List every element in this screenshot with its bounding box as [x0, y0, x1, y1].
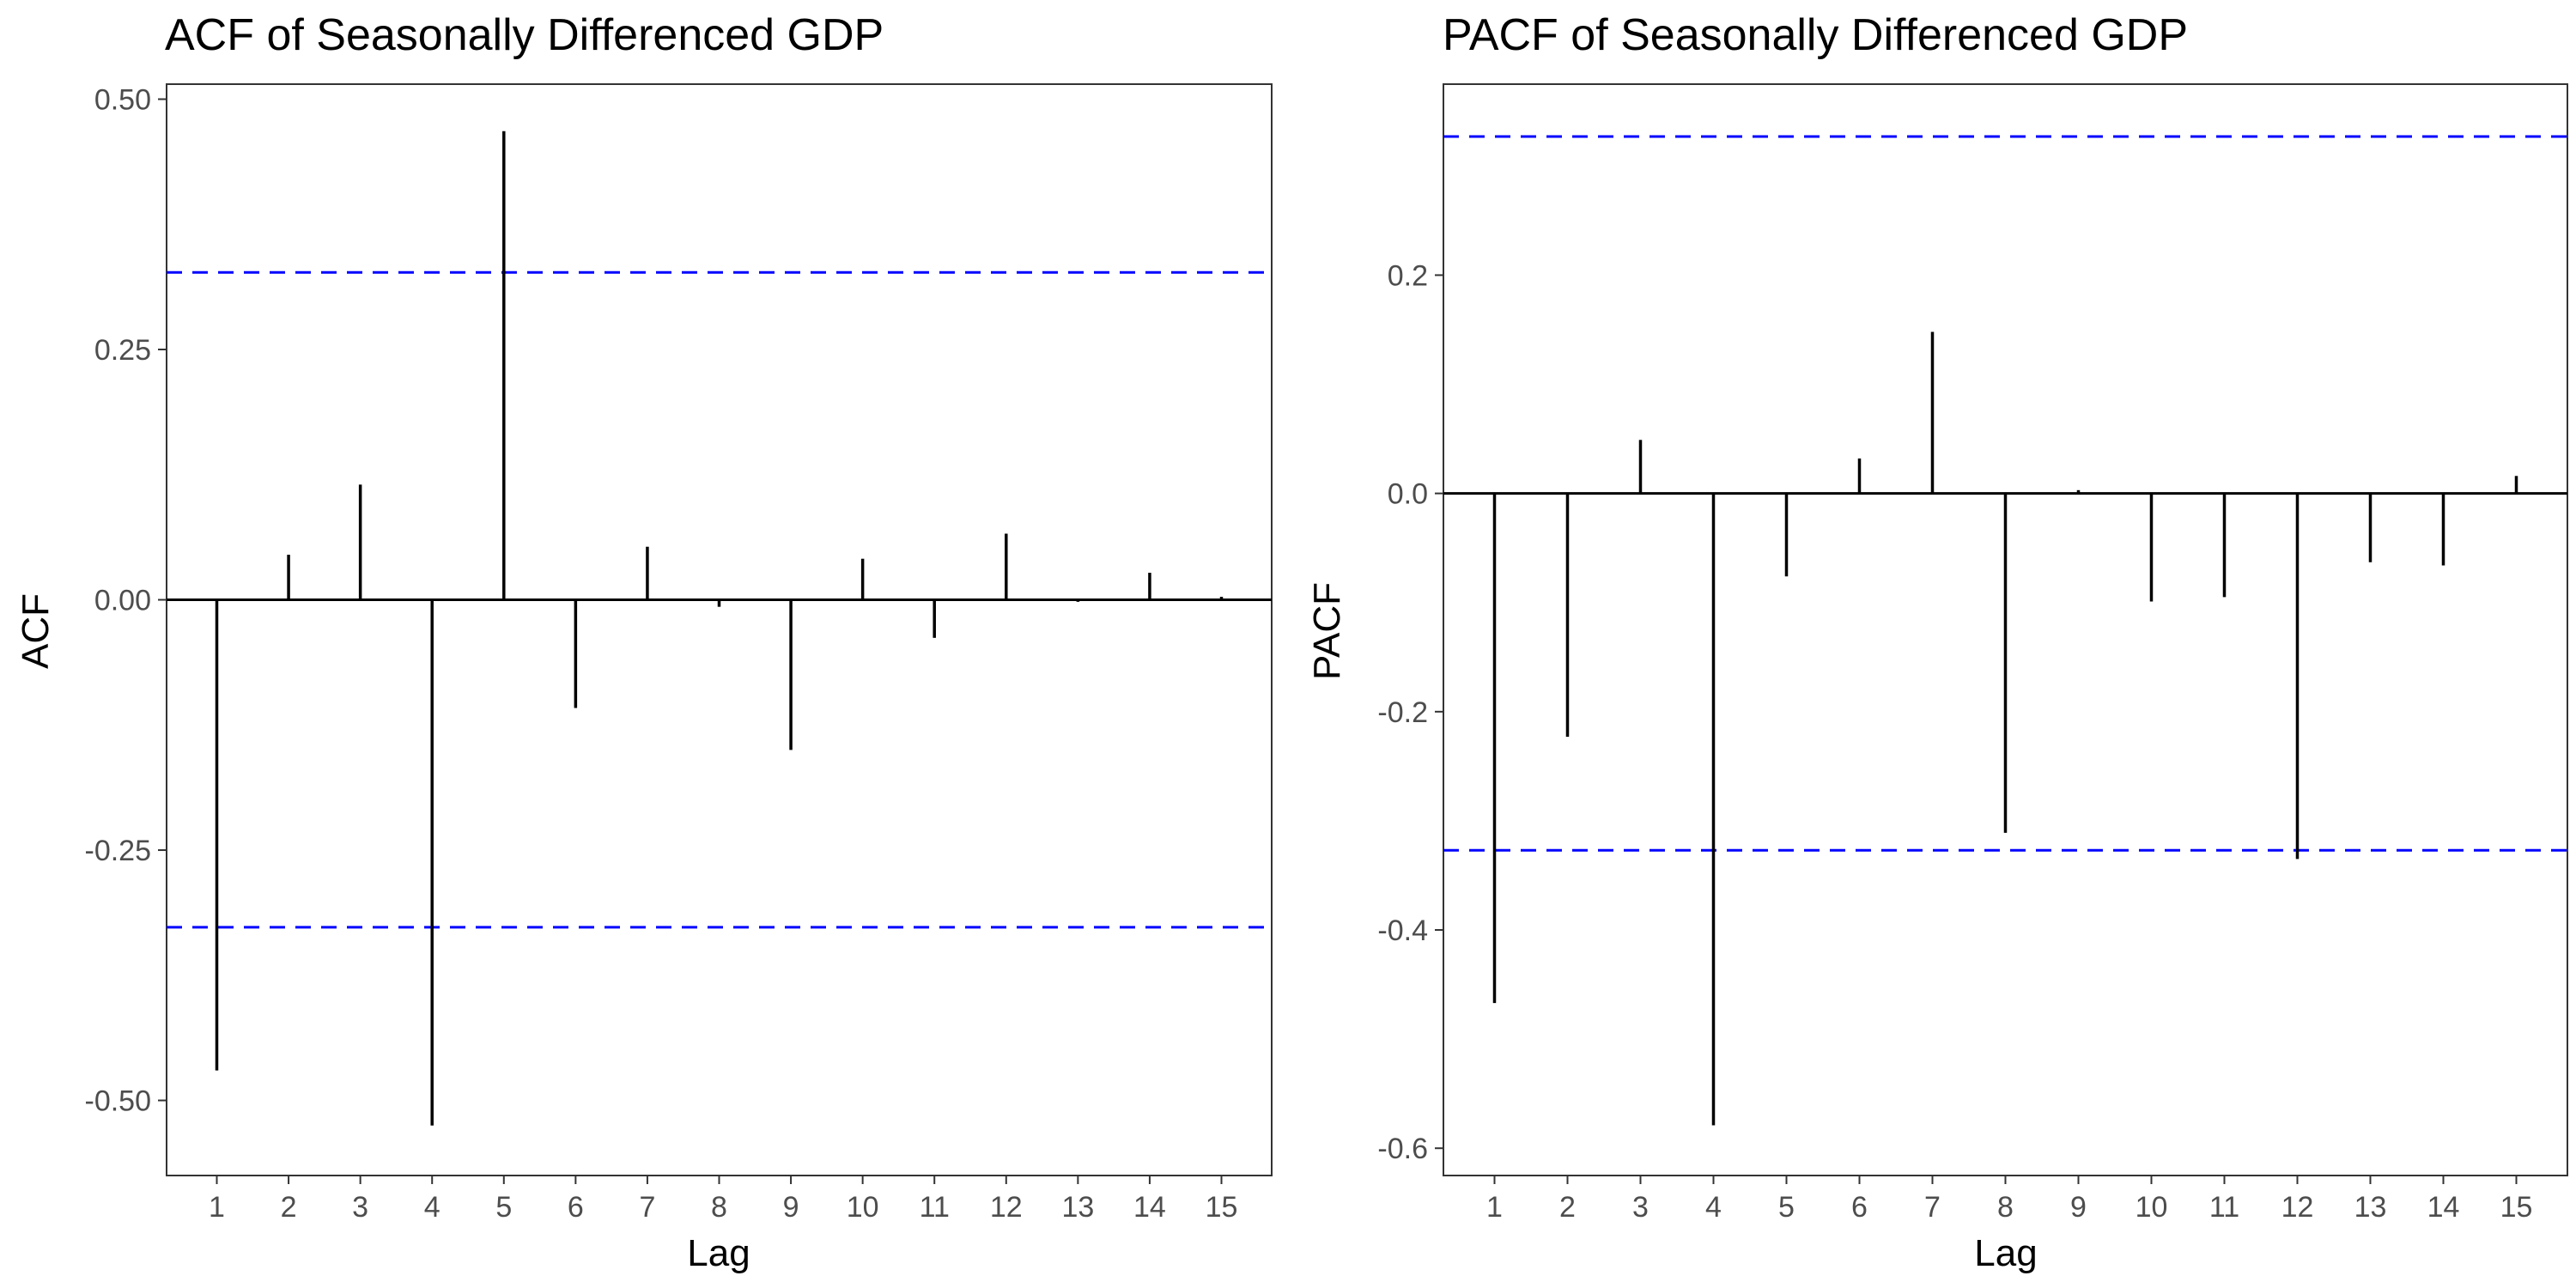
- acf-x-tick-label: 1: [209, 1191, 225, 1224]
- acf-plot-area: 0.500.250.00-0.25-0.501 2 3 4 5 6 7 8 9 10 11 12 13 1…: [85, 83, 1273, 1224]
- pacf-x-tick-label: 14: [2427, 1191, 2460, 1224]
- acf-panel: ACF of Seasonally Differenced GDP Lag AC…: [15, 10, 1273, 1274]
- pacf-y-tick-label: -0.4: [1377, 914, 1428, 947]
- pacf-x-tick-label: 6: [1851, 1191, 1868, 1224]
- pacf-x-tick-label: 10: [2136, 1191, 2168, 1224]
- acf-x-tick-label: 2: [281, 1191, 297, 1224]
- acf-x-tick-label: 7: [639, 1191, 655, 1224]
- pacf-chart-title: PACF of Seasonally Differenced GDP: [1443, 10, 2188, 60]
- acf-chart-title: ACF of Seasonally Differenced GDP: [165, 10, 884, 60]
- acf-x-tick-label: 10: [847, 1191, 879, 1224]
- acf-y-tick-label: 0.00: [94, 585, 151, 617]
- acf-x-tick-label: 5: [495, 1191, 512, 1224]
- acf-plot-frame: [166, 83, 1273, 1176]
- acf-x-tick-label: 14: [1133, 1191, 1166, 1224]
- acf-x-axis-title: Lag: [687, 1232, 750, 1274]
- pacf-x-tick-label: 3: [1632, 1191, 1649, 1224]
- acf-y-tick-label: 0.50: [94, 83, 151, 116]
- pacf-y-tick-label: -0.2: [1377, 696, 1428, 729]
- acf-x-tick-label: 11: [920, 1191, 950, 1224]
- acf-y-axis-title: ACF: [15, 593, 57, 669]
- pacf-plot-area: 0.20.0-0.2-0.4-0.61 2 3 4 5 6 7 8 9 10 11 12 13 14 15: [1377, 83, 2568, 1224]
- pacf-x-tick-label: 2: [1559, 1191, 1576, 1224]
- pacf-x-tick-label: 5: [1778, 1191, 1795, 1224]
- acf-x-tick-label: 6: [568, 1191, 584, 1224]
- pacf-y-tick-label: 0.0: [1388, 478, 1428, 511]
- pacf-x-tick-label: 13: [2354, 1191, 2387, 1224]
- pacf-x-tick-label: 12: [2281, 1191, 2314, 1224]
- pacf-y-tick-label: -0.6: [1377, 1133, 1428, 1165]
- acf-x-tick-label: 4: [424, 1191, 440, 1224]
- acf-x-tick-label: 13: [1061, 1191, 1094, 1224]
- acf-x-tick-label: 8: [711, 1191, 727, 1224]
- acf-y-tick-label: -0.25: [85, 835, 152, 867]
- acf-y-tick-label: -0.50: [85, 1085, 152, 1118]
- acf-x-tick-label: 3: [352, 1191, 368, 1224]
- pacf-x-tick-label: 15: [2500, 1191, 2533, 1224]
- pacf-y-tick-label: 0.2: [1388, 259, 1428, 292]
- pacf-x-tick-label: 1: [1486, 1191, 1503, 1224]
- pacf-x-tick-label: 7: [1924, 1191, 1941, 1224]
- pacf-x-tick-label: 4: [1705, 1191, 1722, 1224]
- pacf-y-axis-title: PACF: [1306, 582, 1348, 680]
- pacf-x-axis-title: Lag: [1974, 1232, 2037, 1274]
- acf-x-tick-label: 12: [990, 1191, 1023, 1224]
- pacf-x-tick-label: 11: [2209, 1191, 2239, 1224]
- acf-x-tick-label: 9: [783, 1191, 799, 1224]
- pacf-x-tick-label: 8: [1997, 1191, 2014, 1224]
- acf-y-tick-label: 0.25: [94, 334, 151, 367]
- pacf-panel: PACF of Seasonally Differenced GDP Lag P…: [1306, 10, 2568, 1274]
- acf-x-tick-label: 15: [1206, 1191, 1238, 1224]
- pacf-x-tick-label: 9: [2070, 1191, 2087, 1224]
